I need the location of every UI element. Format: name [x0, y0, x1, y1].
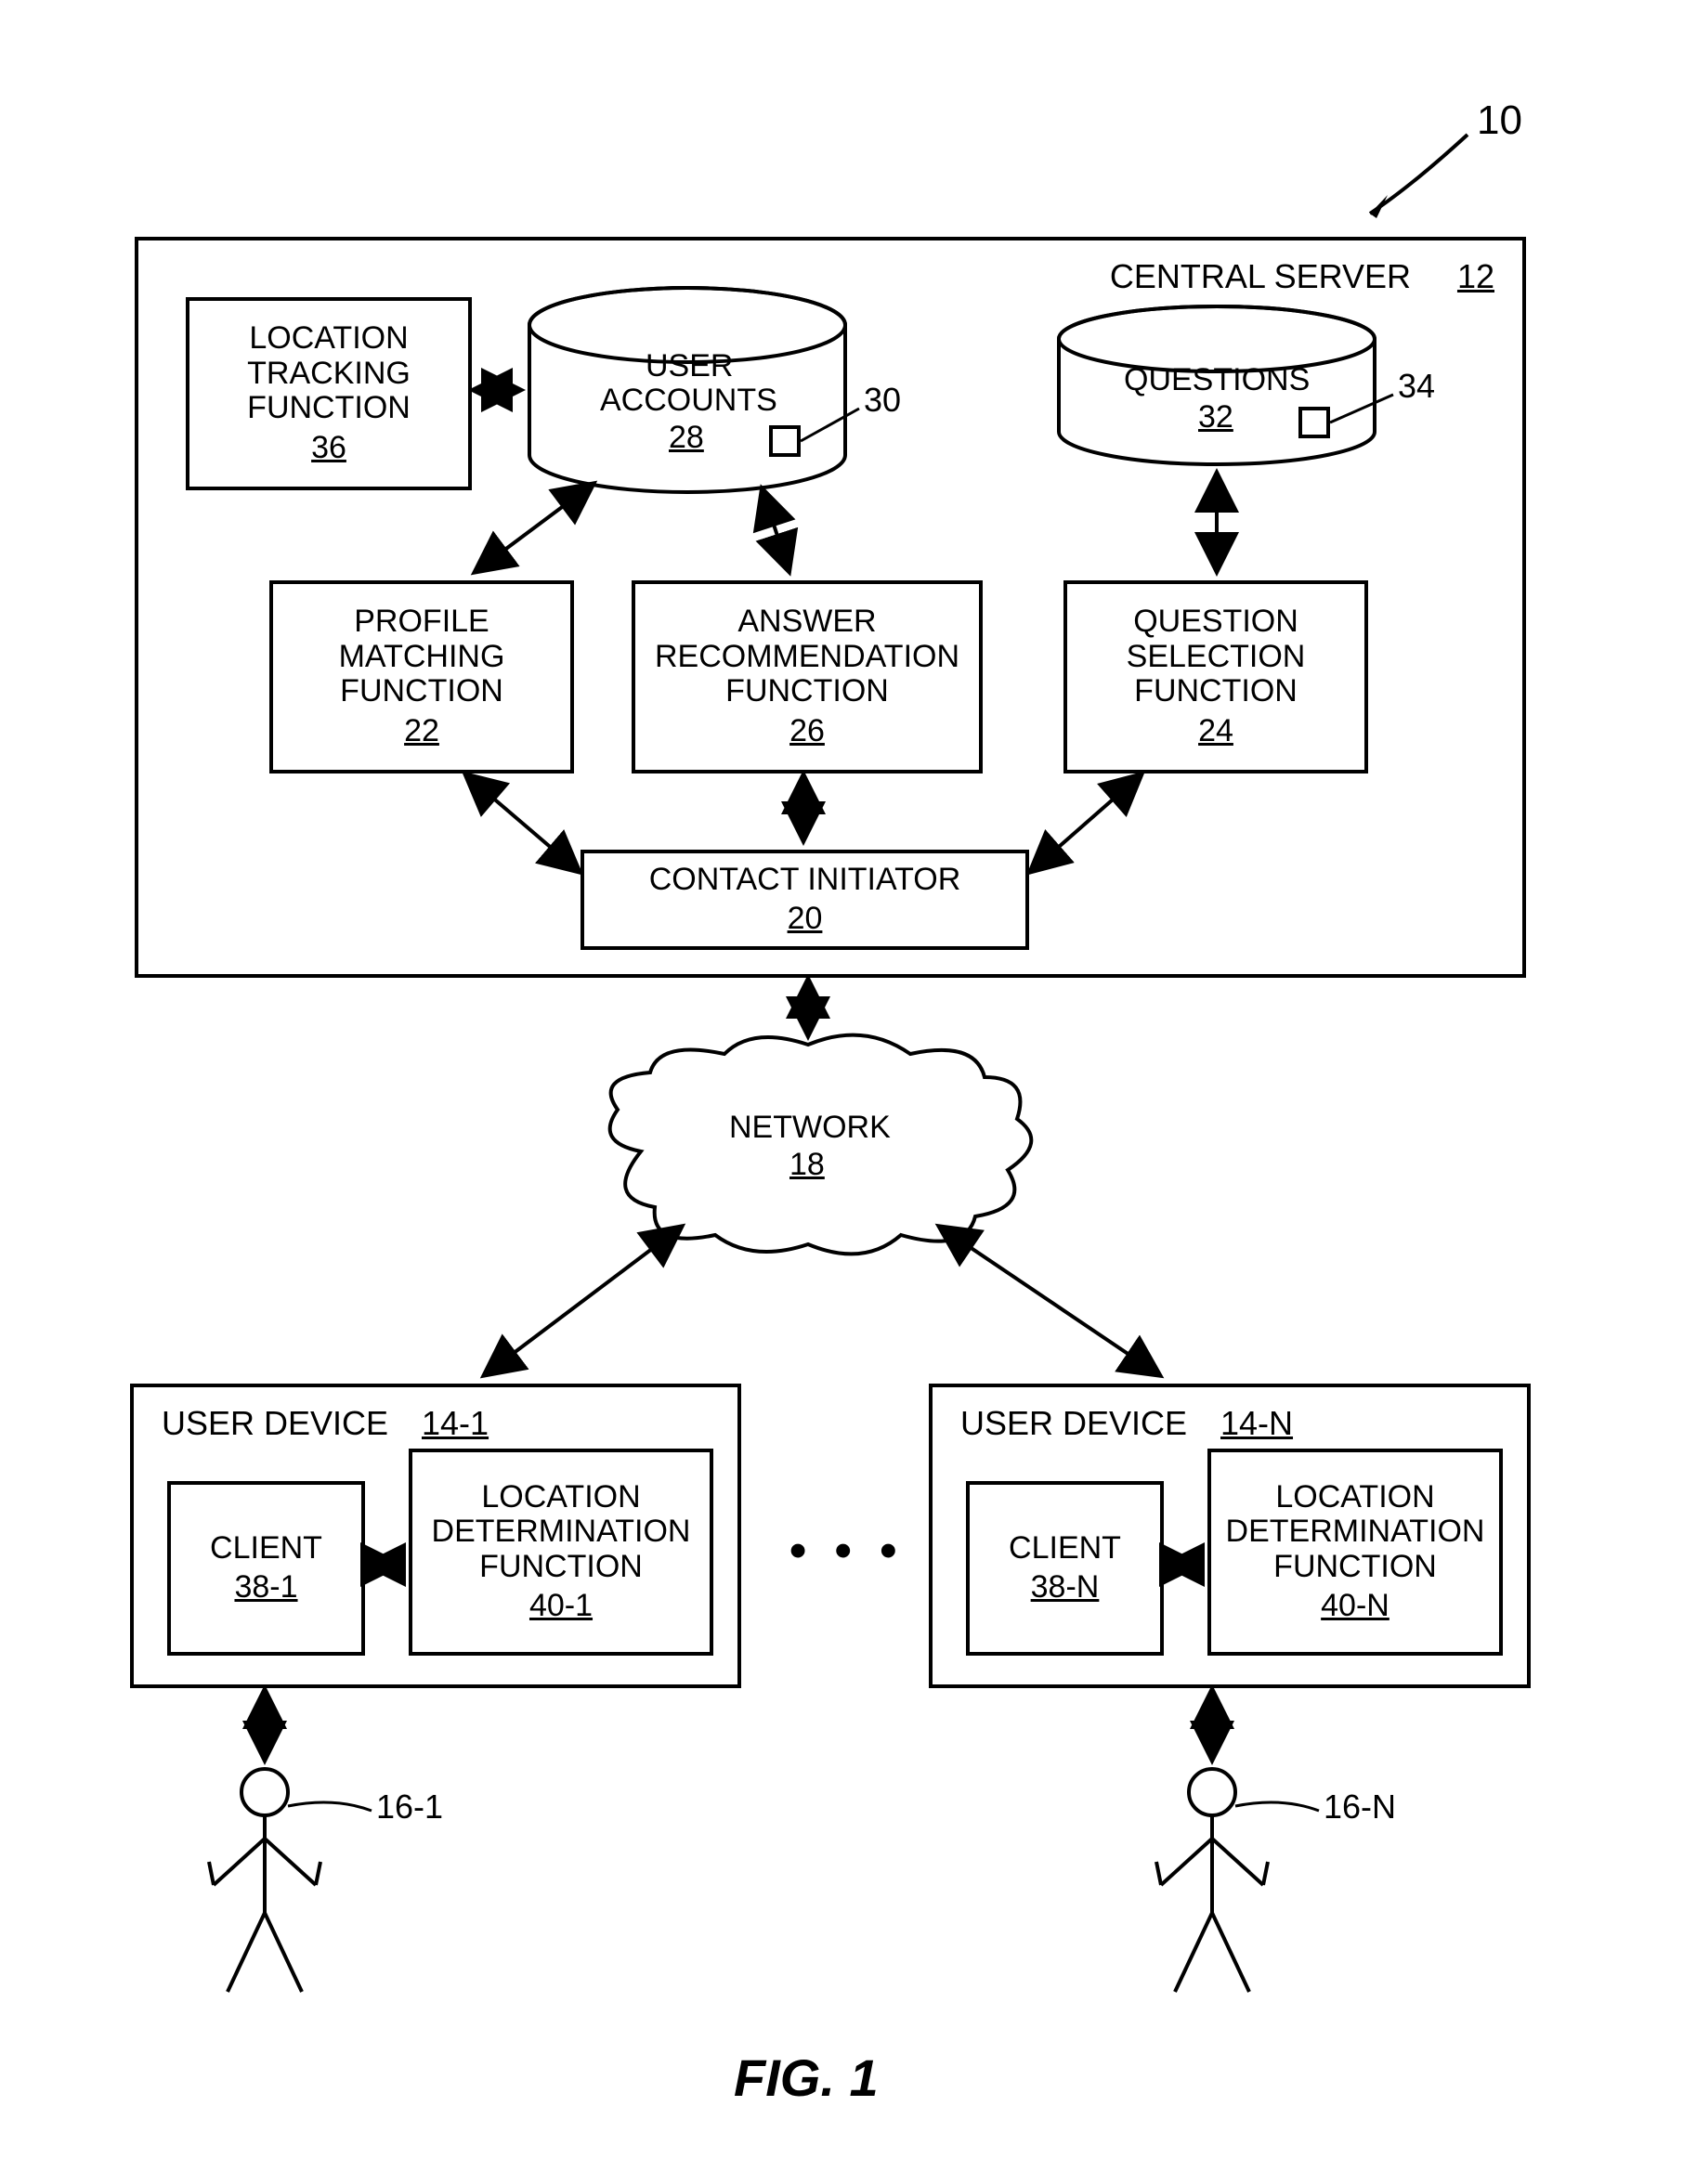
arrows-layer: [0, 0, 1683, 2184]
figure-caption: FIG. 1: [734, 2048, 879, 2108]
figure-page: 10 CENTRAL SERVER 12 LOCATION TRACKING F…: [0, 0, 1683, 2184]
